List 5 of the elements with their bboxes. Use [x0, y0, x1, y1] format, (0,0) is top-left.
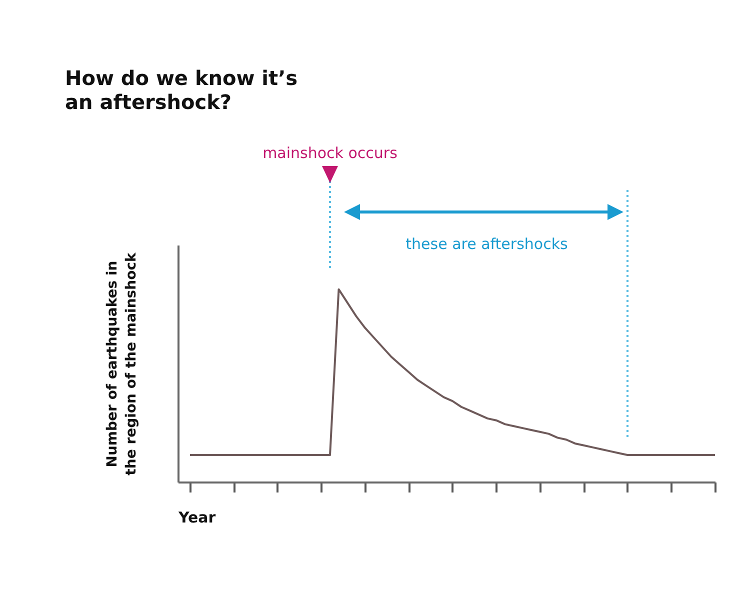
- chart-title: How do we know it’s an aftershock?: [65, 66, 298, 114]
- text: these are aftershocks: [406, 235, 568, 253]
- y-axis-title: Number of earthquakes in the region of the mainshock: [104, 252, 140, 476]
- text: mainshock occurs: [262, 144, 398, 162]
- x-axis-title: Year: [178, 508, 216, 526]
